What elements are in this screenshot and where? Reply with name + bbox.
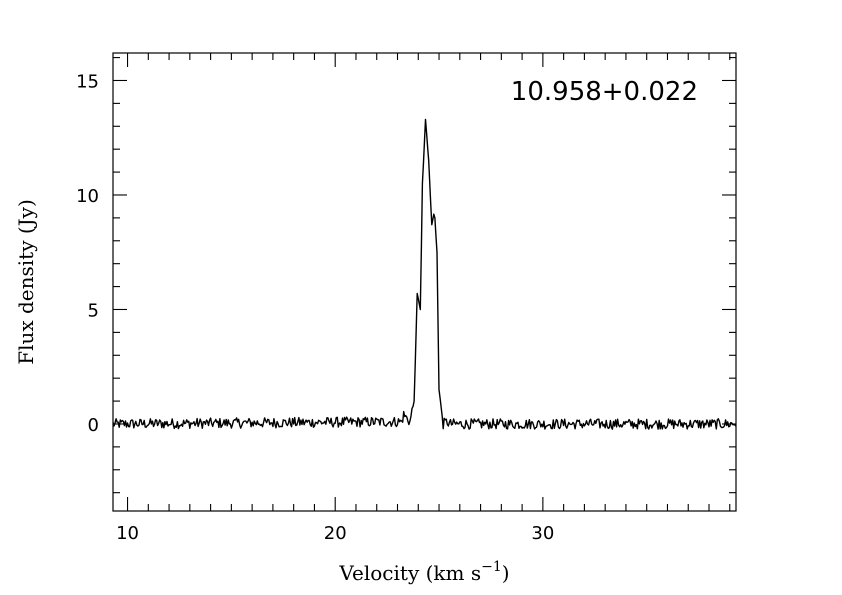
x-tick-label: 20: [324, 523, 347, 544]
tick-marks: [113, 53, 736, 511]
x-axis-label-main: Velocity (km s: [338, 561, 481, 585]
y-tick-label: 15: [76, 71, 99, 92]
flux-density-line: [112, 118, 737, 430]
y-axis-label: Flux density (Jy): [14, 199, 38, 365]
x-axis-label-close: ): [502, 561, 510, 585]
plot-frame: [112, 52, 737, 512]
tick-labels: 10 20 30 0 5 10 15: [76, 71, 554, 544]
x-tick-label: 10: [116, 523, 139, 544]
y-tick-label: 10: [76, 186, 99, 207]
x-tick-label: 30: [531, 523, 554, 544]
y-tick-label: 0: [88, 415, 99, 436]
x-axis-label-exponent: −1: [481, 559, 502, 575]
source-name-label: 10.958+0.022: [511, 77, 698, 107]
x-axis-label: Velocity (km s−1): [338, 559, 509, 585]
y-tick-label: 5: [88, 300, 99, 321]
